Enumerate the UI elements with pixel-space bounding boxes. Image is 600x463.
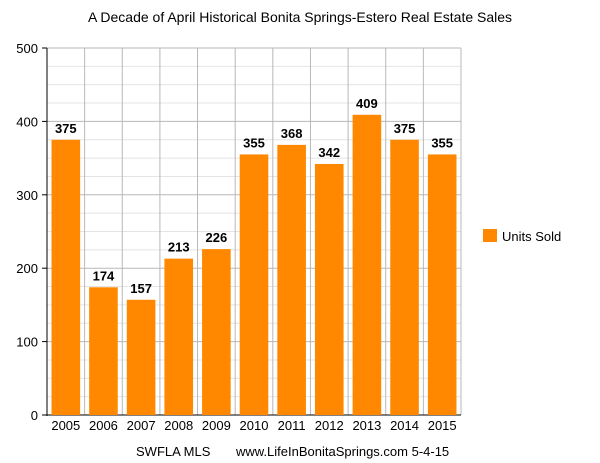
y-tick-label: 0 bbox=[31, 408, 38, 423]
data-label-2013: 409 bbox=[356, 96, 378, 111]
data-label-2014: 375 bbox=[394, 121, 416, 136]
data-label-2008: 213 bbox=[168, 240, 190, 255]
bar-2010 bbox=[239, 154, 269, 415]
bar-2013 bbox=[352, 114, 382, 415]
x-tick-label-2011: 2011 bbox=[278, 418, 306, 433]
x-tick-label-2012: 2012 bbox=[315, 418, 344, 433]
data-label-2015: 355 bbox=[431, 135, 453, 150]
bars bbox=[51, 114, 457, 415]
bar-2009 bbox=[202, 249, 231, 415]
x-tick-label-2015: 2015 bbox=[428, 418, 457, 433]
data-label-2009: 226 bbox=[206, 230, 228, 245]
x-tick-label-2014: 2014 bbox=[390, 418, 419, 433]
x-tick-label-2006: 2006 bbox=[89, 418, 118, 433]
y-tick-label: 300 bbox=[16, 188, 38, 203]
y-tick-label: 100 bbox=[16, 335, 38, 350]
data-label-2006: 174 bbox=[93, 268, 115, 283]
y-tick-label: 400 bbox=[16, 114, 38, 129]
bar-2012 bbox=[314, 163, 344, 415]
x-tick-label-2009: 2009 bbox=[202, 418, 231, 433]
y-tick-label: 200 bbox=[16, 261, 38, 276]
data-label-2012: 342 bbox=[318, 145, 340, 160]
x-tick-label-2010: 2010 bbox=[240, 418, 269, 433]
legend: Units Sold bbox=[483, 229, 561, 244]
legend-label: Units Sold bbox=[502, 229, 561, 244]
data-labels: 375 174 157 213 226 355 368 342 409 375 355 bbox=[55, 96, 453, 296]
bar-2008 bbox=[164, 258, 194, 415]
bar-2006 bbox=[89, 287, 118, 415]
bar-2005 bbox=[51, 139, 81, 415]
data-label-2010: 355 bbox=[243, 135, 265, 150]
data-label-2005: 375 bbox=[55, 121, 77, 136]
data-label-2007: 157 bbox=[130, 281, 152, 296]
x-tick-label-2013: 2013 bbox=[352, 418, 381, 433]
bar-2014 bbox=[390, 139, 419, 415]
data-label-2011: 368 bbox=[281, 126, 303, 141]
x-tick-label-2008: 2008 bbox=[164, 418, 193, 433]
chart-title: A Decade of April Historical Bonita Spri… bbox=[88, 9, 512, 25]
bar-2011 bbox=[277, 144, 306, 415]
x-tick-label-2007: 2007 bbox=[127, 418, 156, 433]
bar-2007 bbox=[126, 299, 156, 415]
footer-source: SWFLA MLS bbox=[136, 444, 211, 459]
legend-swatch bbox=[483, 229, 497, 242]
y-tick-label: 500 bbox=[16, 41, 38, 56]
bar-2015 bbox=[427, 154, 457, 415]
x-tick-label-2005: 2005 bbox=[51, 418, 80, 433]
footer-site-date: www.LifeInBonitaSprings.com 5-4-15 bbox=[235, 444, 449, 459]
